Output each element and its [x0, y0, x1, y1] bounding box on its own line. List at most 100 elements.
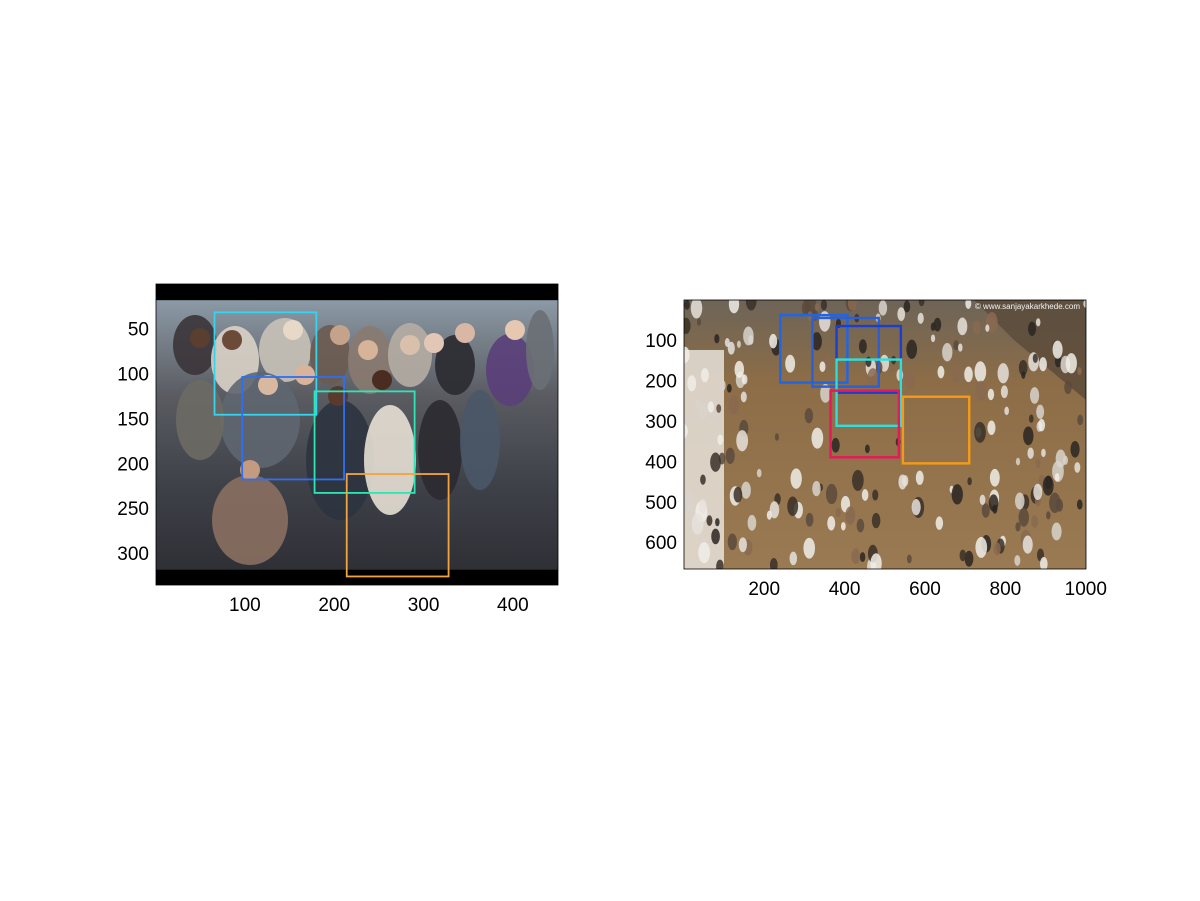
scene-shape	[787, 496, 799, 517]
scene-shape	[942, 342, 953, 362]
scene-shape	[823, 356, 831, 368]
scene-shape	[1055, 449, 1066, 468]
scene-shape	[987, 420, 996, 436]
scene-shape	[711, 528, 720, 545]
scene-shape	[1077, 414, 1084, 426]
scene-shape	[820, 383, 831, 403]
scene-shape	[460, 390, 500, 490]
scene-shape	[455, 323, 475, 343]
detection-box	[313, 390, 416, 494]
bull-crowd-photo	[684, 300, 1086, 569]
scene-shape	[358, 340, 378, 360]
scene-shape	[847, 300, 857, 311]
left-y-tick-labels: 50 100 150 200 250 300	[117, 319, 149, 565]
scene-shape	[814, 303, 820, 312]
scene-shape	[827, 516, 836, 531]
scene-shape	[1015, 522, 1021, 532]
y-tick-label: 400	[645, 452, 677, 473]
scene-shape	[684, 424, 688, 438]
scene-shape	[865, 356, 872, 368]
scene-shape	[811, 427, 824, 449]
axes-frame	[683, 299, 1087, 570]
scene-shape	[486, 334, 534, 406]
scene-shape	[867, 368, 879, 390]
scene-shape	[1004, 406, 1009, 416]
x-tick-label: 400	[497, 595, 529, 616]
y-tick-label: 100	[117, 364, 149, 385]
scene-shape	[774, 433, 780, 441]
scene-shape	[856, 518, 865, 533]
scene-shape	[937, 365, 945, 379]
scene-shape	[698, 499, 707, 514]
scene-shape	[915, 470, 924, 485]
scene-shape	[725, 447, 735, 465]
detection-box	[835, 358, 903, 428]
scene-shape	[726, 383, 732, 393]
scene-shape	[1076, 499, 1083, 510]
scene-shape	[785, 354, 796, 373]
y-tick-label: 200	[117, 454, 149, 475]
crowd-photo	[156, 284, 558, 585]
scene-shape	[930, 334, 936, 343]
scene-shape	[993, 542, 1001, 556]
scene-shape	[917, 312, 924, 324]
scene-shape	[1028, 414, 1034, 423]
scene-shape	[734, 360, 745, 379]
scene-shape	[965, 300, 972, 309]
scene-shape	[811, 332, 822, 351]
scene-shape	[222, 330, 242, 350]
scene-shape	[691, 513, 704, 535]
y-tick-label: 300	[645, 412, 677, 433]
detection-box	[779, 313, 849, 384]
scene-shape	[1021, 371, 1026, 379]
right-image-panel: © www.sanjayakarkhede.com 200 400 600 800 10…	[645, 299, 1107, 600]
scene-shape	[812, 480, 821, 497]
scene-shape	[684, 317, 691, 334]
scene-shape	[935, 516, 944, 530]
scene-shape	[975, 380, 987, 402]
scene-shape	[728, 395, 740, 415]
scene-shape	[727, 341, 735, 355]
scene-shape	[684, 346, 690, 363]
axes-frame	[155, 283, 559, 586]
scene-shape	[364, 405, 416, 515]
scene-shape	[743, 326, 754, 346]
watermark-text: © www.sanjayakarkhede.com	[975, 302, 1080, 311]
scene-shape	[283, 320, 303, 340]
scene-shape	[974, 361, 987, 383]
scene-shape	[804, 408, 814, 424]
scene-shape	[918, 300, 925, 307]
scene-shape	[710, 452, 721, 472]
scene-shape	[1083, 300, 1086, 308]
scene-shape	[989, 468, 1000, 487]
scene-shape	[700, 368, 709, 383]
scene-shape	[687, 375, 697, 392]
scene-shape	[967, 477, 972, 486]
scene-shape	[1035, 458, 1041, 469]
scene-shape	[736, 430, 749, 452]
x-tick-label: 200	[748, 579, 780, 600]
detection-box	[345, 473, 450, 578]
scene-shape	[790, 468, 802, 489]
y-tick-label: 300	[117, 544, 149, 565]
scene-shape	[911, 498, 921, 516]
scene-shape	[906, 554, 912, 564]
left-image-panel: 100 200 300 400 50 100 150 200 250 300	[117, 283, 559, 616]
scene-shape	[987, 388, 995, 401]
scene-shape	[741, 481, 751, 499]
scene-shape	[1039, 556, 1048, 569]
scene-shape	[526, 310, 554, 390]
y-tick-label: 50	[128, 319, 149, 340]
scene-shape	[741, 374, 748, 385]
scene-shape	[220, 372, 300, 468]
detection-box	[241, 376, 345, 481]
scene-shape	[789, 551, 798, 566]
scene-shape	[957, 343, 963, 352]
right-y-tick-labels: 100 200 300 400 500 600	[645, 331, 677, 554]
scene-shape	[831, 437, 840, 453]
scene-shape	[835, 507, 841, 518]
scene-shape	[1028, 321, 1036, 336]
scene-shape	[974, 421, 986, 443]
scene-shape	[690, 300, 703, 319]
scene-shape	[740, 391, 747, 403]
